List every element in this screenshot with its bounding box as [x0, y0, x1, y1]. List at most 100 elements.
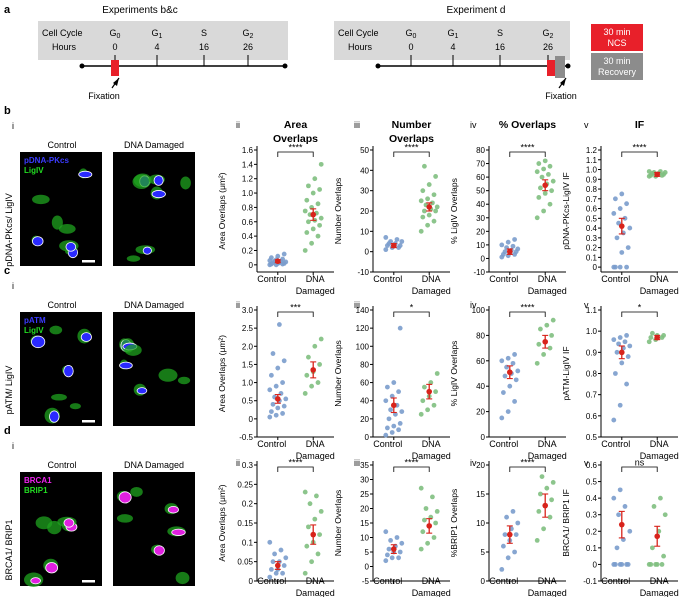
- y-tick-label: 0.5: [586, 478, 598, 487]
- overlap-blob: [151, 190, 166, 199]
- data-point: [534, 169, 540, 175]
- significance-bracket: [393, 466, 430, 472]
- chart-sub-label: ii: [236, 120, 240, 130]
- data-point: [611, 417, 617, 423]
- channel-label-1: pATM: [24, 316, 46, 325]
- data-point: [388, 239, 393, 244]
- mean-marker: [274, 396, 281, 402]
- data-point: [318, 161, 324, 167]
- data-point: [662, 170, 668, 175]
- data-point: [281, 251, 287, 257]
- chart-b-iii: iii Number Overlaps -10 0 10 20 30 40 50 Number Ov…: [333, 119, 451, 296]
- data-point: [309, 559, 315, 565]
- y-tick-label: 20: [360, 415, 369, 424]
- data-point: [541, 166, 547, 172]
- data-point: [617, 487, 623, 493]
- data-point: [614, 349, 620, 355]
- x-category-label: Damaged: [412, 286, 451, 296]
- micro-d-ylabel: BRCA1/ BRIP1: [4, 519, 14, 580]
- data-point: [386, 416, 392, 422]
- y-tick-label: 25: [360, 490, 369, 499]
- data-point: [396, 427, 401, 433]
- chart-sub-label: iv: [470, 120, 477, 130]
- data-point: [536, 509, 542, 514]
- mean-marker: [426, 204, 433, 210]
- data-point: [510, 243, 516, 249]
- y-axis-label: Area Overlaps (μm²): [217, 172, 227, 249]
- y-tick-label: 0.9: [586, 348, 598, 357]
- overlap-blob: [63, 518, 75, 528]
- overlap-blob: [142, 246, 152, 255]
- y-axis-label: Number Overlaps: [333, 178, 343, 245]
- data-point: [617, 206, 623, 211]
- data-point: [399, 239, 405, 244]
- data-point: [281, 563, 287, 568]
- data-point: [510, 509, 516, 514]
- data-point: [433, 174, 439, 179]
- mean-marker: [618, 223, 625, 229]
- chart-d-v: v -0.1 0 0.1 0.2 0.3 0.4 0.5 0.6 BRCA1/ BRIP1 IF C…: [561, 458, 679, 597]
- data-point: [418, 485, 424, 491]
- y-tick-label: 40: [360, 166, 369, 175]
- significance-label: ****: [288, 458, 303, 468]
- data-point: [505, 239, 511, 245]
- hour-0: 0: [112, 42, 117, 52]
- data-point: [544, 322, 550, 328]
- data-point: [309, 240, 315, 246]
- data-point: [434, 204, 440, 210]
- significance-label: *: [638, 303, 642, 313]
- data-point: [420, 398, 426, 404]
- chart-sub-label: iii: [354, 120, 360, 130]
- y-tick-label: 2.0: [242, 342, 254, 351]
- data-point: [534, 215, 540, 221]
- y-axis-label: pDNA-PKcs-LigIV IF: [561, 172, 571, 249]
- overlap-blob: [45, 562, 59, 574]
- legend-ncs-line1: 30 min: [603, 27, 630, 37]
- data-point: [309, 383, 315, 389]
- y-tick-label: 0: [481, 577, 486, 586]
- significance-bracket: [509, 151, 546, 157]
- data-point: [318, 336, 324, 342]
- x-category-label: Damaged: [528, 588, 567, 597]
- y-tick-label: 0.8: [586, 185, 598, 194]
- green-signal-blob: [124, 344, 142, 356]
- data-point: [391, 380, 397, 385]
- micrograph-damaged: [113, 152, 195, 266]
- data-point: [661, 553, 667, 559]
- y-tick-label: 15: [360, 519, 369, 528]
- mean-marker: [542, 502, 549, 509]
- y-tick-label: 2.5: [242, 324, 254, 333]
- green-signal-blob: [58, 224, 76, 234]
- data-point: [546, 172, 551, 177]
- data-point: [312, 343, 318, 349]
- significance-label: ****: [404, 143, 419, 153]
- chart-c-iv: iv 0 20 40 60 80 100 % LigIV Overlaps Control DNA…: [449, 300, 567, 461]
- significance-bracket: [621, 466, 658, 472]
- data-point: [624, 201, 629, 207]
- significance-bracket: [277, 151, 314, 157]
- data-point: [512, 549, 517, 555]
- x-category-label: Control: [489, 274, 518, 284]
- micro-c-col2: DNA Damaged: [124, 300, 184, 310]
- panel-c-sub: i: [12, 281, 14, 291]
- data-point: [270, 559, 276, 565]
- data-point: [542, 190, 548, 196]
- y-tick-label: 70: [476, 160, 485, 169]
- data-point: [397, 549, 403, 555]
- data-point: [612, 264, 618, 270]
- micro-b-col1: Control: [47, 140, 76, 150]
- panel-d-letter: d: [4, 425, 11, 437]
- data-point: [280, 411, 285, 416]
- y-tick-label: 20: [476, 408, 485, 417]
- micro-b-ylabel: pDNA-PKcs/ LigIV: [4, 193, 14, 267]
- data-point: [430, 494, 435, 500]
- y-tick-label: 1.4: [242, 160, 254, 169]
- y-tick-label: 40: [476, 382, 485, 391]
- data-point: [281, 358, 287, 364]
- data-point: [394, 535, 400, 540]
- data-point: [422, 163, 427, 169]
- phase-g1: G1: [152, 28, 163, 40]
- timeline-left-start-dot: [79, 63, 85, 69]
- data-point: [304, 230, 310, 235]
